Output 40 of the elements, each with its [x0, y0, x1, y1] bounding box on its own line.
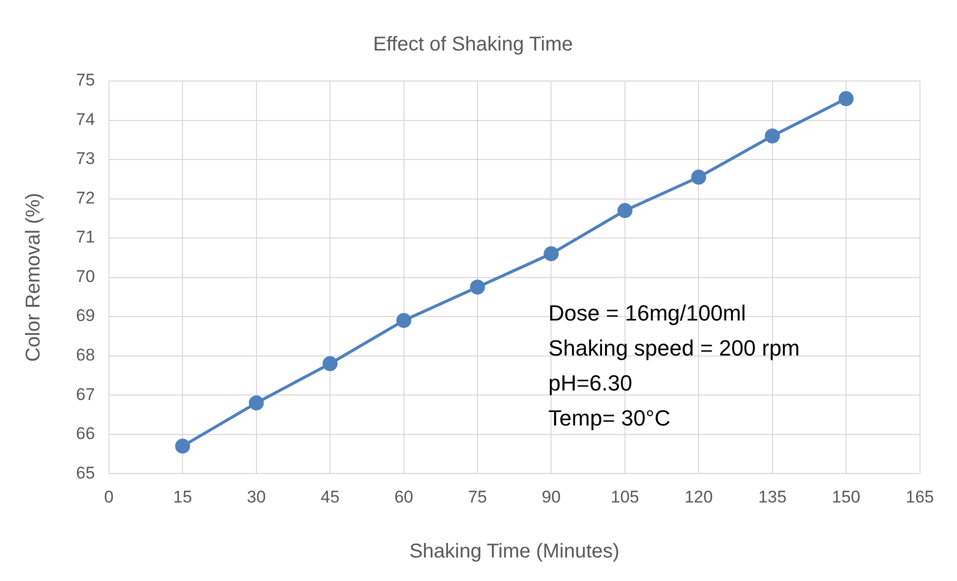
- point: [470, 280, 486, 295]
- point: [691, 170, 706, 185]
- y-tick-label: 68: [76, 346, 95, 365]
- annotation: Dose = 16mg/100ml: [548, 300, 746, 326]
- point: [838, 91, 854, 106]
- point: [764, 128, 780, 144]
- point: [248, 395, 264, 410]
- x-tick-label: 105: [610, 487, 640, 506]
- x-tick-label: 45: [320, 487, 340, 506]
- x-tick-label: 75: [468, 487, 487, 506]
- x-tick-label: 165: [906, 487, 934, 506]
- y-tick-label: 75: [76, 70, 95, 90]
- chart-title: Effect of Shaking Time: [373, 34, 573, 56]
- y-tick-label: 70: [76, 266, 95, 286]
- y-tick-label: 69: [76, 306, 95, 326]
- y-tick-label: 73: [76, 149, 95, 168]
- x-axis-title: Shaking Time (Minutes): [409, 540, 620, 563]
- point: [544, 246, 559, 262]
- y-tick-label: 66: [76, 424, 95, 444]
- x-tick-label: 90: [542, 487, 561, 506]
- x-tick-label: 15: [173, 487, 192, 506]
- y-tick-label: 72: [76, 188, 95, 208]
- point: [175, 438, 190, 454]
- point: [322, 356, 338, 372]
- x-tick-label: 150: [832, 487, 860, 506]
- point: [396, 312, 412, 328]
- y-tick-label: 65: [76, 463, 95, 482]
- x-tick-label: 0: [104, 487, 114, 506]
- annotation: Temp= 30°C: [548, 406, 670, 431]
- y-tick-label: 71: [76, 228, 95, 247]
- x-tick-label: 30: [246, 487, 266, 506]
- annotation: Shaking speed = 200 rpm: [548, 336, 800, 361]
- x-tick-label: 135: [758, 487, 787, 506]
- point: [617, 203, 632, 218]
- y-tick-label: 74: [76, 110, 95, 129]
- x-tick-label: 120: [684, 487, 713, 506]
- x-tick-label: 60: [394, 487, 414, 506]
- y-tick-label: 67: [76, 384, 95, 404]
- y-axis-title: Color Removal (%): [22, 192, 45, 362]
- annotation: pH=6.30: [548, 370, 632, 396]
